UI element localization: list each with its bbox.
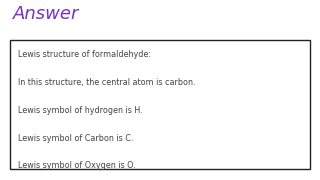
- Text: In this structure, the central atom is carbon.: In this structure, the central atom is c…: [18, 78, 195, 87]
- FancyBboxPatch shape: [10, 40, 310, 169]
- Text: Lewis symbol of Oxygen is O.: Lewis symbol of Oxygen is O.: [18, 161, 135, 170]
- Text: Lewis symbol of Carbon is C.: Lewis symbol of Carbon is C.: [18, 134, 133, 143]
- Text: Lewis structure of formaldehyde:: Lewis structure of formaldehyde:: [18, 50, 151, 59]
- Text: Lewis symbol of hydrogen is H.: Lewis symbol of hydrogen is H.: [18, 106, 142, 115]
- Text: Answer: Answer: [13, 5, 79, 23]
